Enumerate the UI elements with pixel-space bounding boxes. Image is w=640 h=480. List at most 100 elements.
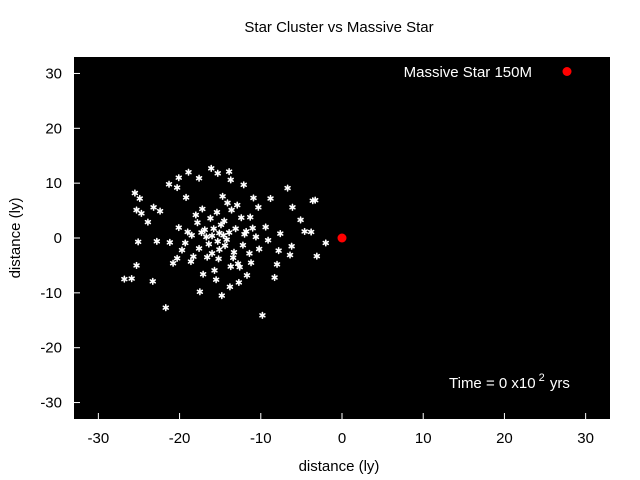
x-tick-label: 0	[338, 430, 346, 447]
cluster-star-point	[214, 169, 221, 177]
cluster-star-point	[190, 253, 197, 261]
y-tick-label: 10	[45, 175, 62, 192]
x-axis-label: distance (ly)	[299, 458, 380, 475]
cluster-star-point	[173, 183, 181, 192]
massive-star-point	[337, 233, 347, 243]
cluster-star-point	[208, 232, 216, 240]
y-axis-label: distance (ly)	[7, 198, 24, 279]
cluster-star-point	[173, 254, 181, 262]
cluster-star-point	[224, 199, 231, 207]
cluster-star-point	[178, 246, 186, 254]
y-tick-label: -20	[40, 340, 62, 357]
cluster-star-point	[210, 225, 217, 233]
cluster-star-point	[227, 176, 234, 184]
cluster-star-point	[286, 251, 294, 259]
cluster-star-point	[213, 208, 221, 216]
cluster-star-point	[208, 164, 215, 172]
cluster-star-point	[247, 259, 255, 267]
cluster-star-point	[234, 201, 241, 209]
cluster-star-point	[228, 206, 235, 214]
cluster-star-point	[243, 271, 251, 279]
cluster-star-point	[182, 239, 189, 247]
cluster-star-point	[175, 223, 182, 232]
cluster-star-point	[196, 288, 204, 296]
cluster-star-point	[199, 270, 207, 278]
cluster-star-point	[198, 228, 205, 237]
y-tick-label: 30	[45, 65, 62, 82]
cluster-star-point	[150, 203, 157, 211]
cluster-star-point	[220, 231, 227, 239]
cluster-star-point	[195, 244, 203, 253]
cluster-star-point	[162, 304, 169, 312]
cluster-star-point	[203, 253, 211, 261]
cluster-star-point	[221, 242, 229, 250]
cluster-star-point	[212, 276, 220, 284]
x-tick-label: -10	[250, 430, 272, 447]
cluster-star-point	[225, 228, 233, 237]
x-tick-label: 30	[577, 430, 594, 447]
cluster-star-point	[262, 223, 269, 231]
cluster-star-point	[166, 238, 174, 246]
cluster-star-point	[215, 255, 222, 263]
cluster-star-point	[144, 218, 152, 226]
cluster-star-point	[214, 237, 221, 245]
cluster-star-point	[236, 263, 243, 271]
cluster-star-point	[219, 192, 226, 200]
chart-title: Star Cluster vs Massive Star	[244, 19, 433, 36]
cluster-star-point	[175, 174, 182, 182]
time-annotation-suffix: yrs	[546, 375, 570, 392]
cluster-star-point	[267, 194, 274, 203]
cluster-star-point	[255, 245, 263, 253]
cluster-star-point	[207, 214, 214, 222]
legend: Massive Star 150M	[404, 64, 572, 81]
x-tick-label: -30	[88, 430, 110, 447]
cluster-star-point	[133, 261, 140, 270]
cluster-star-point	[194, 219, 201, 227]
time-annotation-exponent: 2	[539, 372, 545, 384]
cluster-star-point	[275, 247, 282, 255]
legend-marker-massive-star	[562, 67, 572, 76]
cluster-star-point	[301, 227, 308, 236]
cluster-star-point	[149, 277, 157, 285]
cluster-star-point	[131, 189, 139, 197]
x-tick-label: -20	[169, 430, 191, 447]
cluster-star-point	[205, 240, 213, 248]
x-tick-label: 10	[415, 430, 432, 447]
cluster-star-point	[203, 233, 210, 241]
time-annotation: Time = 0 x10 2 yrs	[449, 372, 570, 392]
y-tick-label: 20	[45, 120, 62, 137]
cluster-star-point	[223, 236, 230, 244]
y-tick-label: -10	[40, 285, 62, 302]
cluster-star-point	[211, 266, 218, 274]
cluster-star-point	[249, 224, 256, 232]
cluster-star-point	[136, 194, 144, 203]
cluster-star-point	[289, 203, 296, 211]
cluster-star-point	[192, 211, 200, 219]
cluster-star-point	[240, 181, 247, 189]
cluster-star-point	[221, 217, 228, 225]
y-tick-label: -30	[40, 395, 62, 412]
cluster-star-point	[188, 231, 195, 239]
data-points	[121, 164, 347, 319]
cluster-star-point	[232, 225, 239, 233]
cluster-star-point	[216, 245, 223, 254]
cluster-star-point	[184, 228, 191, 236]
cluster-star-point	[185, 168, 192, 176]
cluster-star-point	[195, 174, 203, 182]
cluster-star-point	[217, 221, 225, 229]
cluster-star-point	[182, 193, 190, 202]
legend-label-massive-star: Massive Star 150M	[404, 64, 532, 81]
cluster-star-point	[252, 233, 260, 241]
cluster-star-point	[156, 207, 164, 215]
cluster-star-point	[250, 194, 257, 202]
cluster-star-point	[128, 274, 135, 283]
cluster-star-point	[218, 291, 226, 300]
cluster-star-point	[134, 238, 142, 246]
cluster-star-point	[226, 283, 234, 291]
cluster-star-point	[239, 241, 247, 249]
cluster-star-point	[277, 230, 284, 238]
cluster-star-point	[199, 205, 206, 213]
cluster-star-point	[169, 259, 177, 267]
cluster-star-point	[264, 236, 272, 244]
